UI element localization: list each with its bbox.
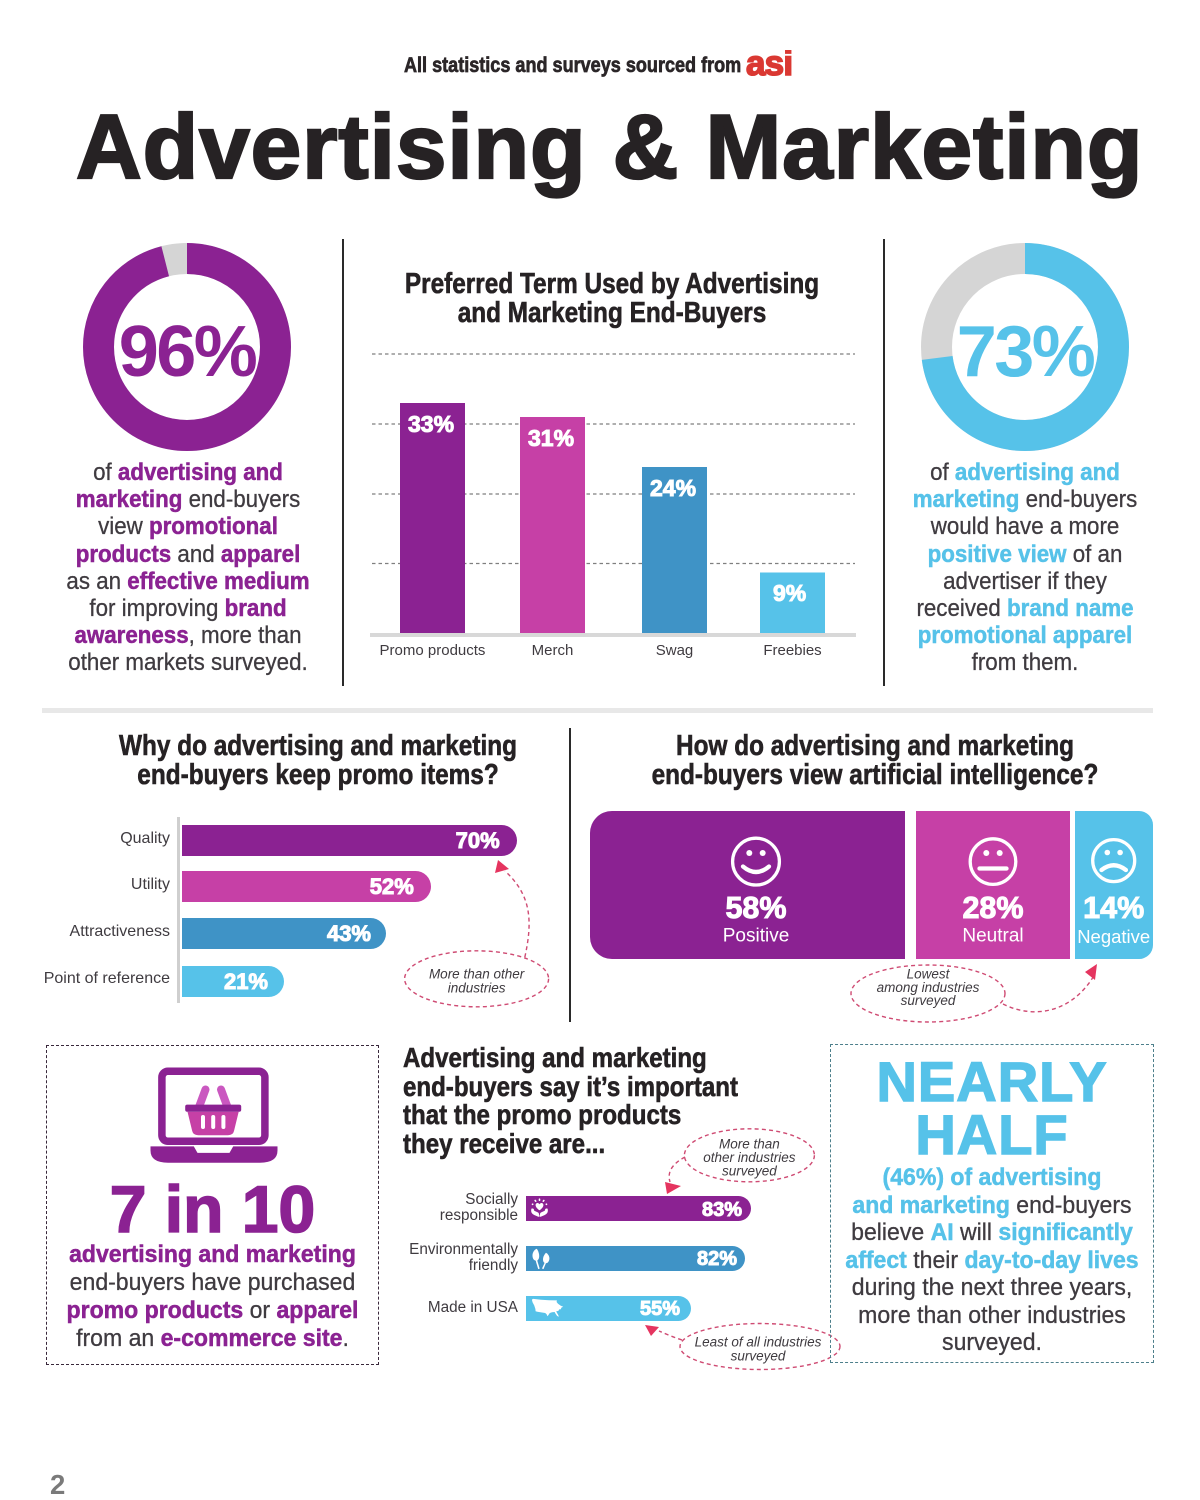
svg-text:Promo products: Promo products — [380, 642, 486, 659]
svg-text:24%: 24% — [650, 475, 696, 501]
svg-text:14%: 14% — [1083, 891, 1144, 925]
svg-text:9%: 9% — [773, 580, 806, 606]
svg-text:More than other: More than other — [429, 966, 525, 981]
svg-text:surveyed: surveyed — [722, 1164, 777, 1179]
svg-text:other industries: other industries — [703, 1150, 796, 1165]
svg-text:More than: More than — [719, 1137, 780, 1152]
svg-text:surveyed: surveyed — [901, 993, 956, 1008]
svg-text:Neutral: Neutral — [962, 926, 1023, 947]
svg-text:Positive: Positive — [723, 926, 790, 947]
svg-text:Merch: Merch — [532, 642, 574, 659]
svg-text:Freebies: Freebies — [763, 642, 821, 659]
svg-text:33%: 33% — [408, 411, 454, 437]
svg-text:31%: 31% — [528, 425, 574, 451]
svg-text:Least of all industries: Least of all industries — [695, 1335, 822, 1350]
svg-text:96%: 96% — [119, 312, 257, 392]
svg-text:Lowest: Lowest — [907, 967, 951, 982]
svg-text:among industries: among industries — [877, 980, 980, 995]
svg-text:73%: 73% — [957, 312, 1095, 392]
svg-text:surveyed: surveyed — [731, 1349, 786, 1364]
svg-text:28%: 28% — [962, 891, 1023, 925]
svg-text:industries: industries — [448, 980, 506, 995]
svg-text:Swag: Swag — [656, 642, 694, 659]
svg-text:58%: 58% — [725, 891, 786, 925]
svg-text:asi: asi — [746, 50, 792, 79]
svg-text:Negative: Negative — [1077, 926, 1150, 947]
